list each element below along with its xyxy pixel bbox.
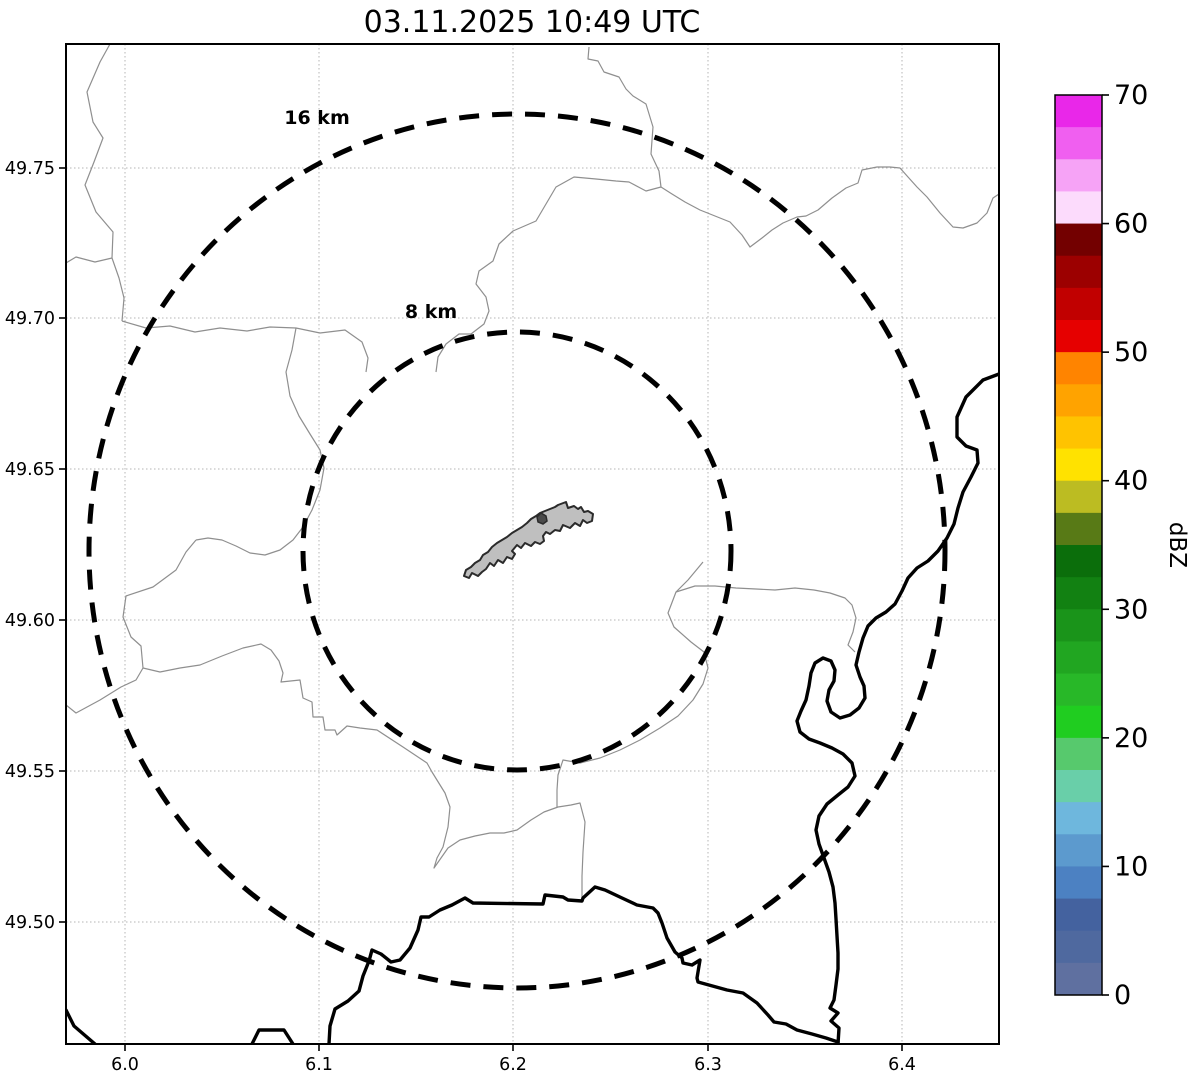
colorbar-tick-label: 10 [1114,851,1148,882]
x-tick-label: 6.1 [305,1055,333,1075]
plot-title: 03.11.2025 10:49 UTC [364,5,701,40]
colorbar-segment [1055,448,1102,482]
map-geography [66,44,999,1044]
y-tick-label: 49.70 [5,309,55,329]
x-tick-label: 6.2 [499,1055,527,1075]
colorbar-segment [1055,930,1102,964]
colorbar: 0 10 20 30 40 50 60 70 [1054,80,1148,1011]
colorbar-segment [1055,962,1102,996]
colorbar-segment [1055,127,1102,160]
national-border-line [795,372,999,1044]
x-tick-label: 6.4 [888,1055,916,1075]
admin-boundary-line [142,643,586,898]
colorbar-segment [1055,834,1102,867]
range-ring [300,329,734,773]
admin-boundary-line [121,320,369,373]
y-tick-label: 49.55 [5,762,55,782]
y-tick-label: 49.60 [5,611,55,631]
colorbar-segment [1055,673,1102,707]
colorbar-segment [1055,95,1102,128]
colorbar-tick-label: 40 [1114,466,1148,497]
range-ring-label: 8 km [405,301,457,323]
colorbar-tick-label: 30 [1114,594,1148,625]
colorbar-segment [1055,802,1102,835]
city-boundary [463,501,594,579]
admin-boundary-line [556,561,709,807]
admin-boundary-line [66,539,197,714]
colorbar-segment [1055,384,1102,417]
colorbar-segment [1055,320,1102,353]
range-ring-label: 16 km [284,107,350,129]
colorbar-segment [1055,545,1102,578]
colorbar-segment [1055,512,1102,546]
city-outline-polygon [463,501,594,579]
colorbar-frame [1054,94,1103,996]
x-tick-label: 6.0 [111,1055,139,1075]
admin-boundary-line [675,585,857,653]
colorbar-segment [1055,352,1102,385]
colorbar-segment [1055,770,1102,803]
colorbar-tick-label: 20 [1114,723,1148,754]
national-border-line [327,885,840,1044]
admin-boundary-line [195,327,325,556]
admin-boundary-line [660,166,999,248]
axes-frame [65,43,1000,1045]
y-tick-label: 49.75 [5,159,55,179]
national-border-line [250,1028,295,1044]
colorbar-unit-label: dBZ [1164,522,1188,568]
range-ring [86,111,948,991]
x-tick-label: 6.3 [694,1055,722,1075]
colorbar-segment [1055,866,1102,900]
colorbar-tick-label: 0 [1114,980,1131,1011]
y-tick-label: 49.50 [5,913,55,933]
colorbar-segment [1055,159,1102,192]
national-border-line [66,1008,97,1044]
y-tick-label: 49.65 [5,460,55,480]
colorbar-segment [1055,480,1102,514]
range-rings: 16 km 8 km [86,107,948,991]
colorbar-segment [1055,577,1102,610]
admin-boundary-line [435,176,662,373]
axis-ticks-and-labels: 6.0 6.1 6.2 6.3 6.4 49.75 49.70 49.65 49.60 49.55… [5,159,916,1075]
colorbar-segment [1055,191,1102,225]
colorbar-segment [1055,737,1102,771]
colorbar-tick-label: 50 [1114,337,1148,368]
colorbar-tick-label: 70 [1114,80,1148,111]
colorbar-segment [1055,255,1102,289]
colorbar-segment [1055,705,1102,739]
colorbar-segment [1055,609,1102,642]
colorbar-tick-label: 60 [1114,209,1148,240]
colorbar-segment [1055,287,1102,321]
colorbar-segment [1055,416,1102,450]
admin-boundary-line [84,44,125,322]
colorbar-segment [1055,641,1102,675]
map-frame [65,43,1000,1045]
admin-boundary-line [66,256,113,264]
city-core-polygon [536,512,548,525]
admin-boundary-line [587,46,662,188]
colorbar-segment [1055,223,1102,257]
colorbar-segment [1055,898,1102,932]
